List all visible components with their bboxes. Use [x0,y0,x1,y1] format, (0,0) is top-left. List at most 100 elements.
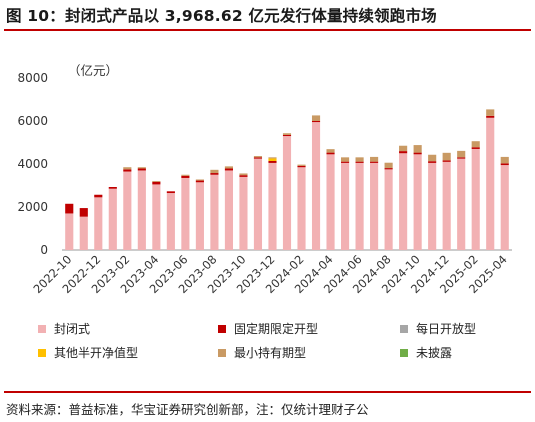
legend-label-undisclosed: 未披露 [416,346,453,360]
bar-segment [442,160,451,162]
bar-segment [268,162,277,250]
bar-segment [181,174,190,176]
bar-segment [268,158,277,161]
bar-segment [123,169,132,172]
bar-segment [123,167,132,170]
bar-segment [137,168,146,171]
footer-rule [4,391,531,393]
bar-segment [268,157,277,159]
bar-segment [370,161,379,163]
bar-segment [239,176,248,250]
legend-item-min-holding: 最小持有期型 [218,344,306,361]
bar-segment [457,158,466,251]
bar-segment [457,150,466,158]
bar-segment [428,154,437,162]
legend-swatch-other-semi-open [38,348,46,357]
bar-segment [384,162,393,169]
bar-segment [137,170,146,250]
bar-segment [253,157,263,159]
legend-item-fixed-term: 固定期限定开型 [218,320,318,337]
bar-segment [471,141,480,148]
legend-swatch-undisclosed [400,348,408,357]
legend-label-daily-open: 每日开放型 [416,322,477,336]
legend-label-other-semi-open: 其他半开净值型 [54,346,139,360]
bar-segment [108,187,117,189]
bar-segment [94,194,103,198]
bar-segment [457,157,466,159]
bar-segment [486,109,495,116]
title-rule [4,29,531,31]
legend-item-undisclosed: 未披露 [400,344,452,361]
bar-segment [210,169,219,174]
bar-segment [65,213,74,250]
stacked-bar-chart: 020004000600080002022-102022-122023-0220… [17,71,512,296]
bar-segment [500,156,509,164]
legend-label-min-holding: 最小持有期型 [234,346,307,360]
bar-segment [486,117,495,250]
bar-segment [311,115,321,121]
bar-segment [268,160,277,163]
bar-segment [297,164,306,166]
bar-segment [152,181,161,185]
figure-title: 图 10：封闭式产品以 3,968.62 亿元发行体量持续领跑市场 [6,7,437,25]
y-tick-label: 4000 [17,157,48,171]
bar-segment [355,161,364,163]
bar-segment [341,161,350,163]
bar-segment [253,156,263,158]
legend-swatch-min-holding [218,348,226,357]
bar-segment [108,188,117,250]
bar-segment [239,175,248,177]
y-tick-label: 8000 [17,71,48,85]
bar-segment [471,148,480,250]
legend-swatch-closed [38,324,46,333]
bar-segment [384,168,393,170]
bar-segment [210,173,219,175]
bar-segment [428,162,437,250]
legend-item-daily-open: 每日开放型 [400,320,476,337]
bar-segment [442,152,451,161]
bar-segment [428,161,437,163]
bar-segment [181,177,190,250]
bar-segment [239,173,248,176]
bar-segment [326,149,335,153]
y-unit-label: （亿元） [68,63,119,78]
bar-segment [123,171,132,250]
bar-segment [399,153,408,250]
bar-segment [341,157,350,162]
source-note: 资料来源：普益标准，华宝证券研究创新部，注：仅统计理财子公 [6,402,369,417]
bar-segment [152,184,161,250]
bar-segment [311,121,321,123]
bar-segment [297,165,306,168]
bar-segment [399,145,408,152]
bar-segment [282,136,292,250]
bar-segment [224,166,233,169]
bar-segment [152,180,161,182]
bar-segment [355,157,364,162]
bar-segment [500,163,509,166]
bar-segment [94,197,103,250]
bar-segment [195,180,204,183]
bar-segment [399,151,408,154]
bar-segment [413,154,422,250]
bar-segment [413,145,422,153]
y-tick-label: 6000 [17,114,48,128]
legend-label-fixed-term: 固定期限定开型 [234,322,319,336]
bar-segment [326,152,335,155]
bar-segment [65,203,74,214]
bar-segment [166,193,175,250]
bar-segment [486,115,495,118]
bar-segment [79,216,88,250]
bar-segment [500,165,509,250]
bar-segment [413,152,422,155]
chart-legend: 封闭式 固定期限定开型 每日开放型 其他半开净值型 最小持有期型 未披露 [38,320,528,372]
legend-item-other-semi-open: 其他半开净值型 [38,344,138,361]
legend-label-closed: 封闭式 [54,322,91,336]
bar-segment [224,170,233,250]
legend-swatch-fixed-term [218,324,226,333]
bar-segment [79,208,88,217]
bar-segment [471,147,480,149]
bar-segment [282,134,292,137]
bar-segment [370,156,379,162]
bar-segment [442,161,451,250]
bar-segment [311,122,321,250]
